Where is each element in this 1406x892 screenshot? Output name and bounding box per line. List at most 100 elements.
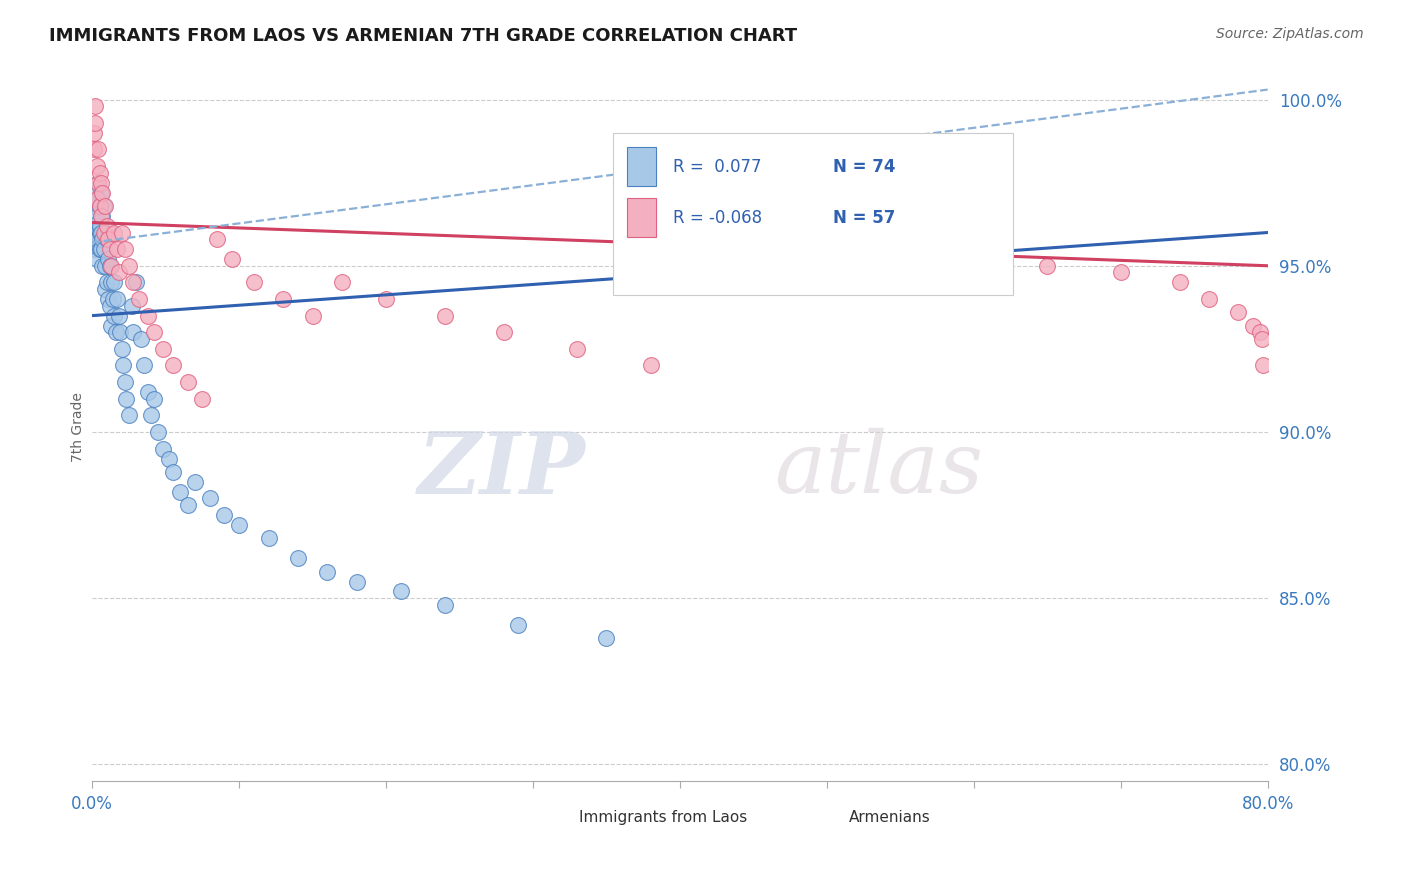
- Point: [565, 342, 588, 356]
- Point: [97, 292, 120, 306]
- Point: [96, 232, 118, 246]
- Point: [86, 159, 108, 173]
- Point: [104, 325, 127, 339]
- Point: [112, 359, 135, 373]
- Text: Armenians: Armenians: [849, 810, 931, 824]
- Point: [83, 226, 105, 240]
- Point: [90, 186, 112, 200]
- Point: [101, 292, 124, 306]
- Point: [83, 235, 105, 250]
- Point: [121, 299, 143, 313]
- Point: [1251, 359, 1274, 373]
- Point: [271, 292, 294, 306]
- Point: [433, 309, 456, 323]
- Point: [103, 226, 125, 240]
- Text: ZIP: ZIP: [418, 427, 586, 511]
- Text: atlas: atlas: [773, 428, 983, 511]
- Point: [1168, 276, 1191, 290]
- Point: [301, 309, 323, 323]
- Point: [94, 282, 117, 296]
- Point: [963, 242, 986, 256]
- Point: [84, 199, 107, 213]
- Point: [221, 252, 243, 266]
- Point: [118, 259, 141, 273]
- Point: [86, 209, 108, 223]
- Point: [98, 242, 121, 256]
- Point: [108, 325, 131, 339]
- Point: [94, 226, 117, 240]
- Point: [84, 242, 107, 256]
- Point: [114, 375, 136, 389]
- Point: [114, 242, 136, 256]
- Point: [128, 292, 150, 306]
- Point: [89, 226, 111, 240]
- Point: [640, 359, 662, 373]
- Point: [86, 226, 108, 240]
- Text: N = 74: N = 74: [832, 158, 896, 176]
- Text: R =  0.077: R = 0.077: [673, 158, 762, 176]
- Point: [93, 242, 115, 256]
- Point: [100, 276, 122, 290]
- Point: [103, 276, 125, 290]
- Point: [142, 392, 165, 406]
- Point: [169, 484, 191, 499]
- Point: [191, 392, 214, 406]
- Point: [87, 176, 110, 190]
- Point: [122, 325, 145, 339]
- Point: [84, 116, 107, 130]
- Point: [1227, 305, 1250, 319]
- Point: [98, 299, 121, 313]
- Point: [118, 409, 141, 423]
- Y-axis label: 7th Grade: 7th Grade: [72, 392, 86, 462]
- Point: [84, 99, 107, 113]
- FancyBboxPatch shape: [810, 804, 835, 830]
- Point: [103, 309, 125, 323]
- Point: [257, 531, 280, 545]
- Point: [508, 617, 530, 632]
- Point: [87, 215, 110, 229]
- Point: [162, 465, 184, 479]
- Point: [100, 318, 122, 333]
- Point: [492, 325, 515, 339]
- Point: [122, 276, 145, 290]
- Point: [157, 451, 180, 466]
- Point: [90, 242, 112, 256]
- Point: [89, 199, 111, 213]
- Point: [87, 176, 110, 190]
- FancyBboxPatch shape: [627, 198, 657, 237]
- Point: [330, 276, 353, 290]
- Point: [89, 219, 111, 233]
- Point: [96, 219, 118, 233]
- FancyBboxPatch shape: [613, 133, 1012, 295]
- Point: [86, 192, 108, 206]
- Point: [94, 259, 117, 273]
- Point: [1250, 332, 1272, 346]
- Point: [152, 442, 174, 456]
- Point: [198, 491, 221, 506]
- Point: [139, 409, 162, 423]
- Text: N = 57: N = 57: [832, 209, 896, 227]
- Point: [86, 232, 108, 246]
- Point: [91, 186, 114, 200]
- Point: [110, 226, 132, 240]
- Point: [152, 342, 174, 356]
- Point: [83, 126, 105, 140]
- Point: [89, 242, 111, 256]
- Point: [91, 259, 114, 273]
- Point: [433, 598, 456, 612]
- Point: [97, 232, 120, 246]
- Point: [228, 518, 250, 533]
- Text: R = -0.068: R = -0.068: [673, 209, 762, 227]
- Point: [105, 292, 128, 306]
- Point: [875, 232, 897, 246]
- Point: [83, 143, 105, 157]
- Point: [86, 252, 108, 266]
- Point: [89, 166, 111, 180]
- Point: [1249, 325, 1271, 339]
- Point: [595, 631, 617, 645]
- Point: [287, 551, 309, 566]
- Point: [90, 209, 112, 223]
- Point: [91, 232, 114, 246]
- Point: [136, 309, 159, 323]
- Point: [1198, 292, 1220, 306]
